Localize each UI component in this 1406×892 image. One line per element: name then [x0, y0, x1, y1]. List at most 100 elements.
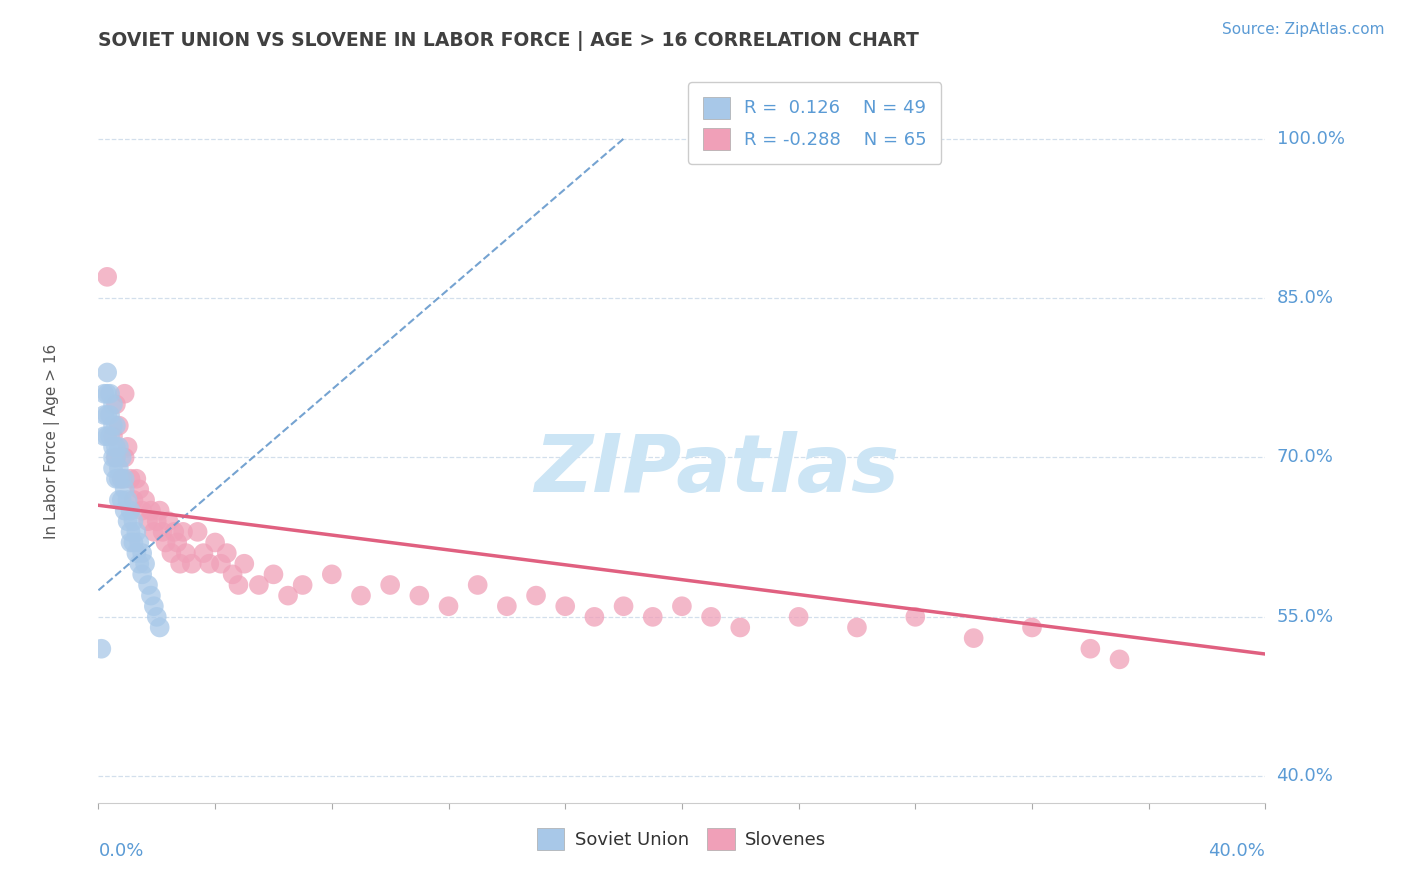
Point: [163, 524, 186, 539]
Point: [380, 578, 402, 592]
Point: [160, 546, 183, 560]
Point: [408, 589, 430, 603]
Point: [496, 599, 519, 614]
Point: [730, 620, 752, 634]
Point: [169, 557, 191, 571]
Legend: Soviet Union, Slovenes: Soviet Union, Slovenes: [529, 819, 835, 859]
Text: 0.0%: 0.0%: [98, 842, 143, 860]
Point: [114, 386, 136, 401]
Point: [117, 514, 139, 528]
Point: [104, 450, 127, 465]
Point: [93, 386, 115, 401]
Point: [215, 546, 238, 560]
Point: [350, 589, 373, 603]
Point: [101, 440, 124, 454]
Point: [700, 610, 723, 624]
Point: [904, 610, 927, 624]
Point: [142, 524, 165, 539]
Point: [134, 493, 156, 508]
Point: [120, 535, 142, 549]
Point: [114, 472, 136, 486]
Point: [262, 567, 284, 582]
Point: [187, 524, 209, 539]
Point: [114, 503, 136, 517]
Point: [101, 418, 124, 433]
Point: [96, 429, 118, 443]
Point: [122, 514, 145, 528]
Point: [101, 461, 124, 475]
Point: [96, 408, 118, 422]
Point: [90, 641, 112, 656]
Point: [108, 472, 131, 486]
Text: 70.0%: 70.0%: [1277, 449, 1333, 467]
Point: [104, 440, 127, 454]
Point: [117, 493, 139, 508]
Point: [152, 524, 174, 539]
Point: [114, 483, 136, 497]
Point: [104, 472, 127, 486]
Point: [104, 450, 127, 465]
Point: [198, 557, 221, 571]
Point: [98, 408, 121, 422]
Point: [93, 429, 115, 443]
Point: [146, 514, 169, 528]
Point: [111, 450, 134, 465]
Point: [204, 535, 226, 549]
Point: [125, 546, 148, 560]
Point: [291, 578, 314, 592]
Text: SOVIET UNION VS SLOVENE IN LABOR FORCE | AGE > 16 CORRELATION CHART: SOVIET UNION VS SLOVENE IN LABOR FORCE |…: [98, 31, 920, 51]
Point: [108, 440, 131, 454]
Point: [111, 472, 134, 486]
Text: ZIPatlas: ZIPatlas: [534, 432, 900, 509]
Point: [139, 503, 162, 517]
Point: [131, 567, 153, 582]
Point: [128, 483, 150, 497]
Point: [114, 450, 136, 465]
Text: 55.0%: 55.0%: [1277, 607, 1334, 626]
Point: [671, 599, 693, 614]
Text: 100.0%: 100.0%: [1277, 129, 1344, 148]
Point: [221, 567, 243, 582]
Point: [131, 546, 153, 560]
Point: [583, 610, 606, 624]
Point: [787, 610, 810, 624]
Point: [125, 524, 148, 539]
Point: [101, 397, 124, 411]
Point: [120, 472, 142, 486]
Point: [1080, 641, 1102, 656]
Point: [157, 514, 180, 528]
Point: [321, 567, 343, 582]
Point: [96, 269, 118, 284]
Point: [233, 557, 256, 571]
Point: [93, 408, 115, 422]
Point: [131, 503, 153, 517]
Point: [174, 546, 197, 560]
Point: [98, 386, 121, 401]
Point: [108, 461, 131, 475]
Point: [641, 610, 664, 624]
Point: [524, 589, 547, 603]
Point: [104, 418, 127, 433]
Point: [139, 589, 162, 603]
Point: [146, 610, 169, 624]
Point: [136, 514, 159, 528]
Point: [962, 631, 984, 645]
Point: [120, 524, 142, 539]
Point: [180, 557, 202, 571]
Point: [111, 472, 134, 486]
Point: [247, 578, 270, 592]
Point: [1021, 620, 1043, 634]
Point: [209, 557, 232, 571]
Point: [98, 429, 121, 443]
Point: [437, 599, 460, 614]
Point: [108, 418, 131, 433]
Point: [96, 366, 118, 380]
Point: [193, 546, 215, 560]
Text: 40.0%: 40.0%: [1209, 842, 1265, 860]
Text: 40.0%: 40.0%: [1277, 767, 1333, 785]
Text: Source: ZipAtlas.com: Source: ZipAtlas.com: [1222, 22, 1385, 37]
Point: [134, 557, 156, 571]
Point: [96, 386, 118, 401]
Point: [122, 535, 145, 549]
Point: [228, 578, 250, 592]
